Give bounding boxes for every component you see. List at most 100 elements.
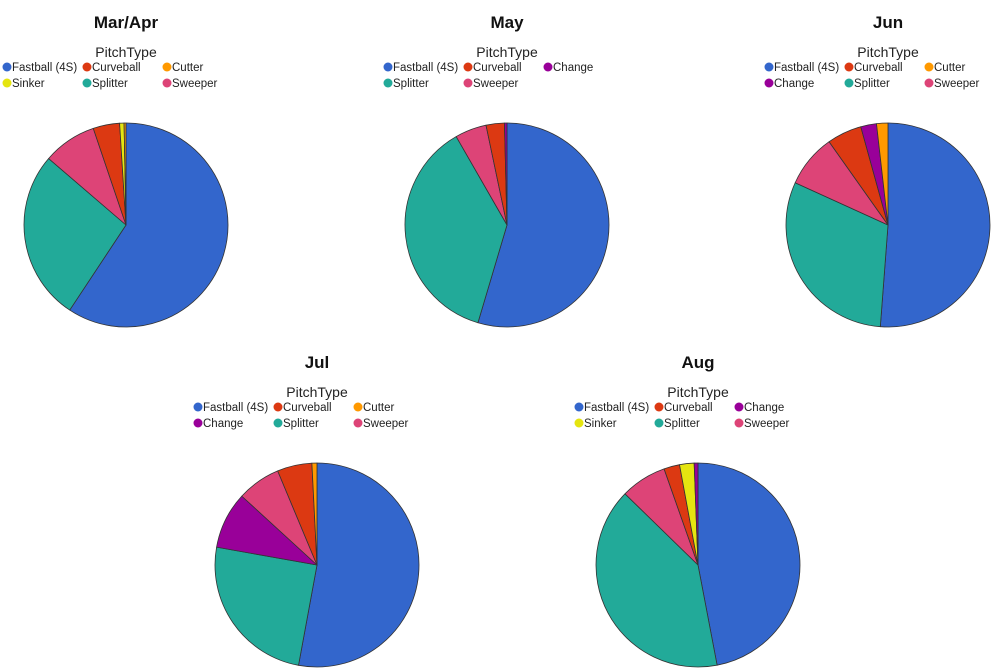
legend-swatch [2, 62, 12, 72]
legend-label: Curveball [92, 62, 141, 74]
legend-label: Change [744, 402, 784, 414]
legend-swatch [654, 402, 664, 412]
legend-swatch [383, 62, 393, 72]
legend-title: PitchType [476, 44, 538, 60]
legend-label: Sweeper [363, 418, 409, 430]
legend-swatch [764, 78, 774, 88]
legend-label: Splitter [854, 78, 890, 90]
legend-item: Change [193, 418, 243, 430]
legend-label: Splitter [283, 418, 319, 430]
chart-title: Mar/Apr [94, 13, 159, 32]
pie-chart-3: Jul PitchType Fastball (4S) Curveball Cutter… [193, 353, 420, 668]
legend-item: Curveball [654, 402, 713, 414]
legend-label: Cutter [934, 62, 965, 74]
legend-swatch [924, 62, 934, 72]
legend-swatch [844, 62, 854, 72]
legend-swatch [193, 402, 203, 412]
legend-title: PitchType [857, 44, 919, 60]
legend-label: Cutter [172, 62, 203, 74]
chart-title: Jul [305, 353, 330, 372]
pie-slice-splitter [23, 158, 127, 311]
legend-item: Sweeper [353, 418, 409, 430]
pie-slice-fastball-4s [477, 122, 610, 328]
legend-item: Fastball (4S) [574, 402, 649, 414]
pie-chart-2: Jun PitchType Fastball (4S) Curveball Cutter… [764, 13, 991, 328]
pie-slice-fastball-4s [697, 462, 801, 666]
legend-item: Sweeper [162, 78, 218, 90]
legend-label: Fastball (4S) [12, 62, 77, 74]
legend-swatch [924, 78, 934, 88]
legend-label: Curveball [283, 402, 332, 414]
legend-title: PitchType [667, 384, 729, 400]
legend-item: Fastball (4S) [193, 402, 268, 414]
legend-swatch [193, 418, 203, 428]
pie-chart-1: May PitchType Fastball (4S) Curveball Change… [383, 13, 610, 328]
legend-item: Change [764, 78, 814, 90]
legend-swatch [353, 402, 363, 412]
legend-label: Fastball (4S) [774, 62, 839, 74]
legend-swatch [543, 62, 553, 72]
legend-item: Cutter [353, 402, 394, 414]
legend-swatch [463, 62, 473, 72]
legend-label: Sweeper [744, 418, 790, 430]
legend-swatch [273, 402, 283, 412]
legend-item: Splitter [383, 78, 429, 90]
legend-label: Splitter [664, 418, 700, 430]
legend-title: PitchType [286, 384, 348, 400]
legend-swatch [162, 78, 172, 88]
pie-chart-4: Aug PitchType Fastball (4S) Curveball Change… [574, 353, 801, 668]
legend-item: Splitter [844, 78, 890, 90]
pie-slice-change [693, 462, 699, 566]
pie-slice-change [504, 122, 508, 226]
pie-slice-fastball-4s [879, 122, 991, 328]
legend-swatch [654, 418, 664, 428]
legend-item: Curveball [82, 62, 141, 74]
legend-label: Change [203, 418, 243, 430]
legend-label: Sinker [584, 418, 617, 430]
legend-item: Fastball (4S) [764, 62, 839, 74]
legend-item: Sinker [2, 78, 45, 90]
pie-slice-splitter [214, 546, 318, 666]
chart-title: May [490, 13, 524, 32]
legend-item: Sweeper [924, 78, 980, 90]
legend-item: Splitter [654, 418, 700, 430]
legend-item: Sinker [574, 418, 617, 430]
legend-swatch [574, 418, 584, 428]
legend-item: Fastball (4S) [383, 62, 458, 74]
legend-label: Sweeper [473, 78, 519, 90]
legend-label: Cutter [363, 402, 394, 414]
legend-swatch [353, 418, 363, 428]
legend-label: Fastball (4S) [584, 402, 649, 414]
legend-label: Curveball [473, 62, 522, 74]
pie-slice-splitter [595, 493, 718, 668]
legend-item: Sweeper [463, 78, 519, 90]
legend-item: Change [543, 62, 593, 74]
legend-item: Sweeper [734, 418, 790, 430]
legend-item: Curveball [844, 62, 903, 74]
legend-label: Sweeper [172, 78, 218, 90]
legend-item: Splitter [82, 78, 128, 90]
chart-title: Aug [681, 353, 714, 372]
legend-title: PitchType [95, 44, 157, 60]
pie-slice-cutter [876, 122, 889, 226]
legend-label: Sweeper [934, 78, 980, 90]
legend-swatch [162, 62, 172, 72]
legend-item: Curveball [463, 62, 522, 74]
legend-item: Fastball (4S) [2, 62, 77, 74]
legend-item: Cutter [162, 62, 203, 74]
pie-slice-cutter [123, 122, 127, 226]
legend-swatch [463, 78, 473, 88]
legend-swatch [82, 62, 92, 72]
legend-swatch [82, 78, 92, 88]
legend-item: Splitter [273, 418, 319, 430]
legend-swatch [764, 62, 774, 72]
legend-swatch [734, 418, 744, 428]
legend-swatch [734, 402, 744, 412]
legend-swatch [2, 78, 12, 88]
legend-item: Change [734, 402, 784, 414]
legend-label: Sinker [12, 78, 45, 90]
pie-slice-splitter [785, 182, 889, 328]
legend-label: Splitter [393, 78, 429, 90]
legend-swatch [574, 402, 584, 412]
